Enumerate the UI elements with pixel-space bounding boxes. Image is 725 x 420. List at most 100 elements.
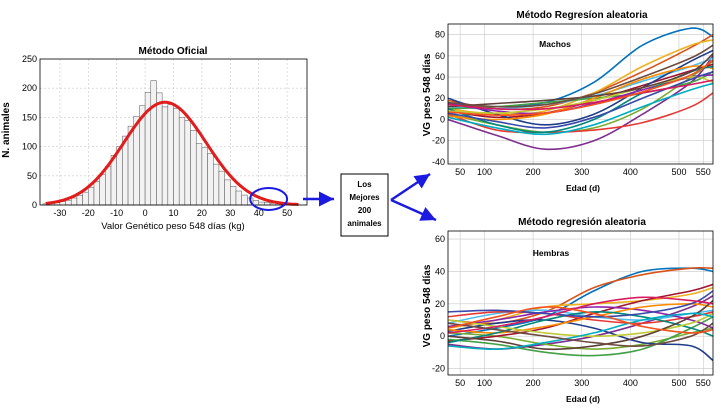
hist-ytick-label: 0	[32, 200, 37, 210]
line-series-s19	[448, 44, 713, 108]
line-xtick-label: 400	[623, 378, 638, 388]
line-series-s18	[448, 312, 713, 350]
hist-ylabel: N. animales	[1, 102, 12, 158]
hist-bar	[167, 104, 174, 206]
hist-bar	[235, 190, 242, 206]
hist-bar	[258, 201, 265, 206]
line-xtick-label: 100	[477, 167, 492, 177]
arrow-to-hembras	[390, 198, 437, 222]
hist-bar	[110, 155, 117, 206]
line-series-s20	[448, 59, 713, 117]
line-ytick-label: 20	[435, 93, 445, 103]
machos-chart: -40 -20 0 20 40 60 80 50 100 200 300 400 500 550	[432, 23, 714, 177]
hist-bar	[65, 200, 72, 206]
hist-bar	[122, 135, 129, 206]
line-xtick-label: 200	[526, 378, 541, 388]
hist-xtick-label: 40	[254, 208, 264, 218]
hist-bar	[70, 197, 78, 206]
line-plot-bg	[448, 24, 713, 164]
line-xtick-label: 200	[526, 167, 541, 177]
hist-xlabel: Valor Genético peso 548 días (kg)	[101, 221, 244, 232]
hist-plot-frame	[39, 58, 308, 206]
hist-bar	[178, 117, 186, 206]
hist-highlight-ellipse	[249, 187, 289, 211]
hist-xtick-label: 0	[143, 208, 148, 218]
hist-ytick-label: 50	[27, 171, 37, 181]
hist-bar	[230, 186, 237, 206]
line-series-s9	[448, 92, 713, 134]
hist-xtick-label: 50	[282, 208, 292, 218]
box-line-3: 200	[358, 206, 372, 215]
hembras-title: Método regresión aleatoria	[518, 217, 646, 228]
machos-annotation: Machos	[539, 39, 571, 49]
line-ytick-label: 0	[440, 331, 445, 341]
line-series-s16	[448, 70, 713, 129]
machos-xlabel: Edad (d)	[566, 183, 600, 193]
line-series-s13	[448, 311, 713, 344]
line-series-s11	[448, 306, 713, 329]
hembras-chart: -20 0 20 40 60 50 100 200 300 400 500 550	[432, 230, 714, 388]
hist-bar	[133, 115, 140, 206]
line-xtick-label: 500	[671, 378, 686, 388]
line-ytick-label: 20	[435, 299, 445, 309]
line-plot-bg	[448, 231, 713, 375]
line-series-s17	[448, 296, 713, 334]
line-xtick-label: 400	[623, 167, 638, 177]
hembras-xlabel: Edad (d)	[566, 394, 600, 404]
hist-title: Método Oficial	[139, 46, 208, 57]
line-xtick-label: 300	[574, 378, 589, 388]
hist-bar	[241, 194, 248, 206]
line-xtick-label: 50	[455, 167, 465, 177]
hist-bar	[207, 153, 214, 206]
hist-ytick-label: 200	[22, 83, 37, 93]
line-xtick-label: 500	[671, 167, 686, 177]
hist-xtick-label: -10	[110, 208, 123, 218]
line-xtick-label: 50	[455, 378, 465, 388]
hist-bar	[213, 163, 220, 206]
line-ytick-label: -20	[432, 136, 445, 146]
line-series-s20	[448, 306, 713, 334]
hist-xtick-label: 30	[225, 208, 235, 218]
machos-ylabel: VG peso 548 días	[422, 53, 433, 136]
arrow-to-machos	[390, 172, 431, 202]
hist-bar	[99, 174, 106, 206]
hist-ytick-label: 150	[22, 112, 37, 122]
hist-xtick-label: 20	[197, 208, 207, 218]
box-line-4: animales	[347, 219, 382, 228]
line-series-group	[448, 27, 713, 151]
line-plot-frame	[447, 230, 714, 376]
histogram-chart: 0 50 100 150 200 250 -30 -20 -10 0 10 20 30 40 50	[22, 54, 308, 218]
line-ytick-label: 80	[435, 30, 445, 40]
line-ytick-label: 0	[440, 114, 445, 124]
machos-title: Método Regresíon aleatoria	[516, 10, 648, 21]
hist-bar	[156, 92, 163, 206]
box-line-2: Mejores	[349, 193, 380, 202]
hist-ytick-label: 250	[22, 54, 37, 64]
line-xtick-label: 550	[696, 378, 711, 388]
hist-bar	[195, 143, 203, 206]
line-plot-frame	[447, 23, 714, 165]
hist-bar	[218, 170, 225, 206]
line-series-s16	[448, 290, 713, 318]
hist-xtick-label: -20	[82, 208, 95, 218]
hist-bar	[150, 80, 157, 206]
hist-bar	[190, 129, 197, 206]
hist-bar	[116, 146, 123, 206]
hist-bar	[224, 179, 231, 206]
hist-bar	[93, 181, 100, 206]
box-line-1: Los	[357, 180, 372, 189]
line-xtick-label: 100	[477, 378, 492, 388]
hist-bar	[184, 120, 191, 206]
line-ytick-label: 60	[435, 51, 445, 61]
hist-bar	[82, 191, 89, 206]
line-ytick-label: 60	[435, 234, 445, 244]
hist-ytick-label: 100	[22, 142, 37, 152]
line-series-s15	[448, 299, 713, 351]
line-series-s8	[448, 319, 713, 362]
hist-bar	[201, 147, 208, 206]
line-series-s15	[448, 53, 713, 108]
hist-bar	[161, 106, 169, 206]
hist-bar	[88, 187, 95, 206]
line-ytick-label: -20	[432, 364, 445, 374]
hist-normal-fit-curve	[45, 100, 299, 206]
